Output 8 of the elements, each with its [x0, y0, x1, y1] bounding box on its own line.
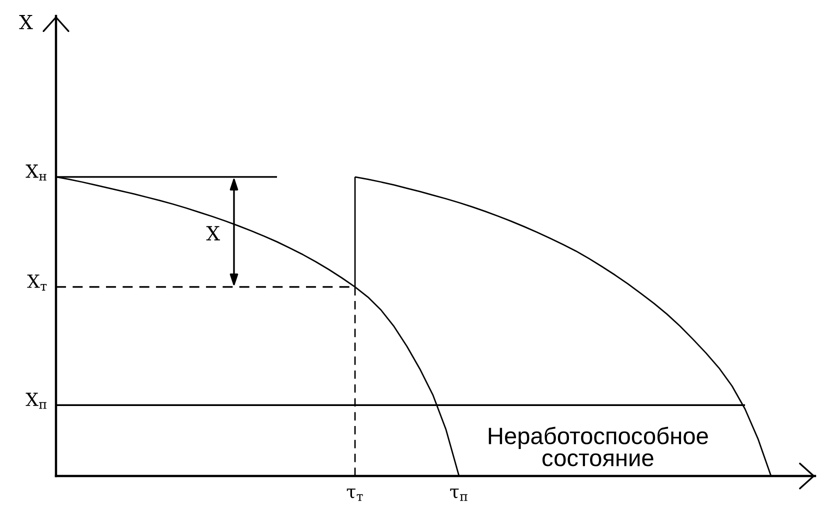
x-tick-label: τ$_{п}$: [450, 488, 468, 501]
x-tick-label: τ$_{т}$: [346, 488, 363, 501]
annotation: Неработоспособное состояние: [488, 426, 708, 466]
annotation: X: [206, 226, 220, 240]
series-label: X$_{н}$: [26, 164, 46, 181]
series-label: X$_{т}$: [27, 274, 47, 291]
text: X: [19, 15, 33, 30]
series-label: X$_{п}$: [26, 392, 46, 409]
